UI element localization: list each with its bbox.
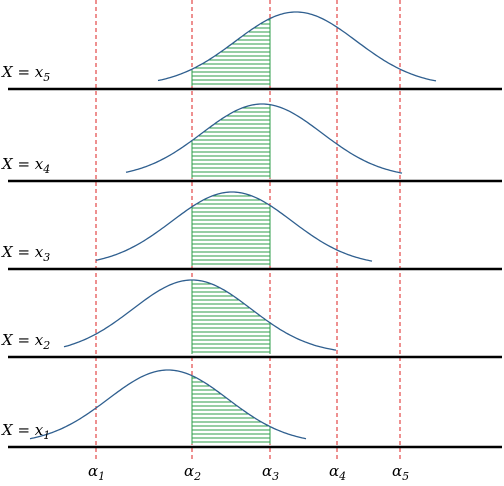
shaded-probability-region <box>191 18 271 86</box>
shaded-probability-region <box>191 375 271 444</box>
shaded-probability-region <box>191 104 271 178</box>
threshold-lines <box>95 0 401 460</box>
distribution-row-4: X = x4 <box>1 103 502 183</box>
distribution-row-2: X = x2 <box>1 279 502 359</box>
row-label: X = x1 <box>1 421 50 442</box>
density-curve <box>95 191 373 262</box>
threshold-label-5: α5 <box>392 462 409 483</box>
threshold-label-1: α1 <box>88 462 105 483</box>
density-curve <box>63 279 337 351</box>
distribution-row-1: X = x1 <box>1 369 502 449</box>
row-label: X = x2 <box>1 331 50 352</box>
threshold-label-3: α3 <box>262 462 279 483</box>
density-curve <box>157 11 437 82</box>
distribution-row-5: X = x5 <box>1 11 502 91</box>
row-label: X = x4 <box>1 155 50 176</box>
threshold-label-4: α4 <box>329 462 346 483</box>
threshold-label-2: α2 <box>184 462 201 483</box>
row-label: X = x3 <box>1 243 50 264</box>
density-curve <box>29 369 307 440</box>
shaded-probability-region <box>191 280 271 354</box>
row-label: X = x5 <box>1 63 50 84</box>
threshold-labels: α1 α2 α3 α4 α5 <box>88 462 409 483</box>
distribution-row-3: X = x3 <box>1 191 502 271</box>
shaded-probability-region <box>191 195 271 266</box>
distribution-rows: X = x5 X = x4 X = x3 X = x2 X = x1 <box>1 11 502 449</box>
density-curve <box>125 103 403 174</box>
